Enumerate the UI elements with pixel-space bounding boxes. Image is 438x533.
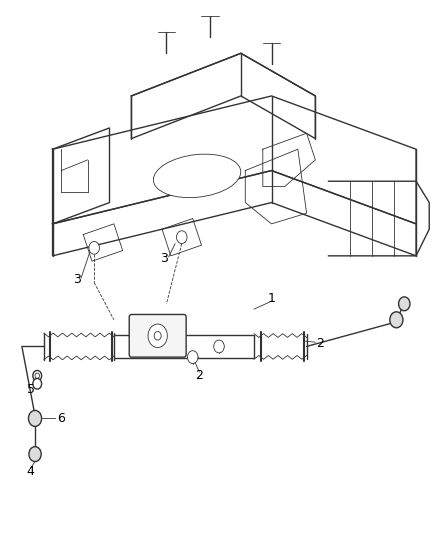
FancyBboxPatch shape bbox=[129, 314, 186, 357]
Circle shape bbox=[89, 241, 99, 254]
Circle shape bbox=[33, 370, 42, 381]
Text: 3: 3 bbox=[160, 252, 168, 265]
Text: 2: 2 bbox=[316, 337, 324, 350]
Circle shape bbox=[399, 297, 410, 311]
Circle shape bbox=[33, 378, 42, 389]
Circle shape bbox=[29, 447, 41, 462]
Circle shape bbox=[390, 312, 403, 328]
Circle shape bbox=[28, 410, 42, 426]
Text: 1: 1 bbox=[268, 292, 276, 305]
Circle shape bbox=[35, 373, 39, 378]
Text: 3: 3 bbox=[73, 273, 81, 286]
Text: 2: 2 bbox=[195, 369, 203, 382]
Circle shape bbox=[214, 340, 224, 353]
Text: 6: 6 bbox=[57, 412, 65, 425]
Circle shape bbox=[154, 332, 161, 340]
Text: 4: 4 bbox=[27, 465, 35, 478]
Circle shape bbox=[177, 231, 187, 244]
Circle shape bbox=[148, 324, 167, 348]
Ellipse shape bbox=[153, 154, 241, 198]
Circle shape bbox=[187, 351, 198, 364]
Text: 5: 5 bbox=[27, 383, 35, 395]
